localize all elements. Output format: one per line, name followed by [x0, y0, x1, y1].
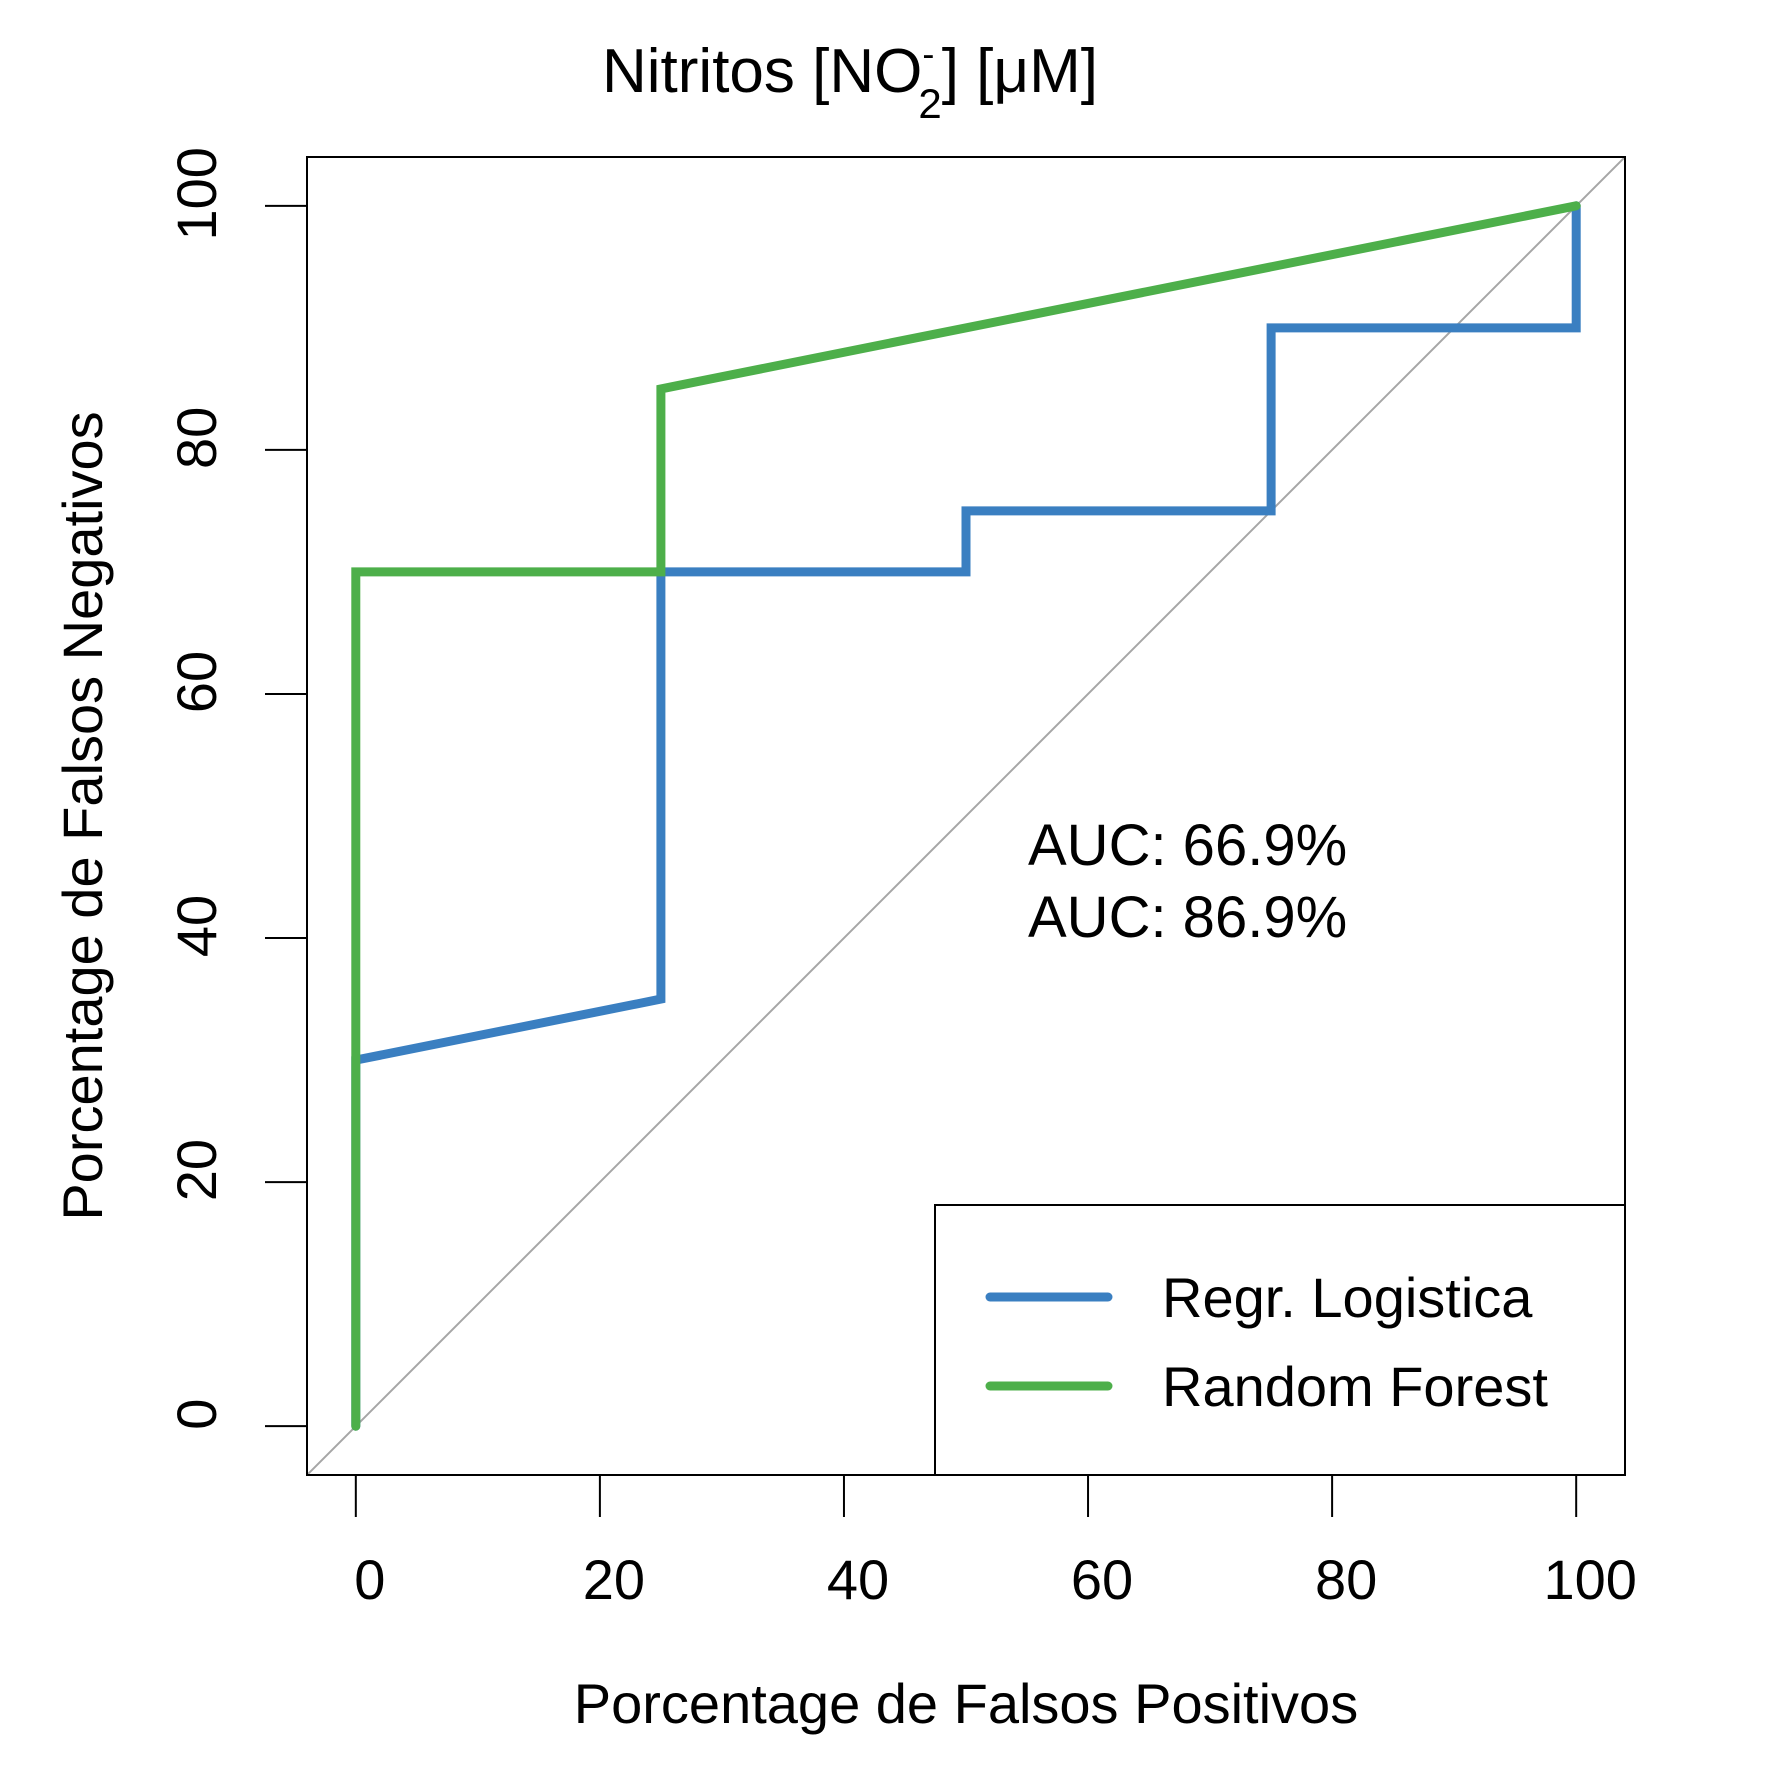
chart-title: Nitritos [NO-2] [μM] [602, 33, 1098, 127]
series-line-regr-logistica [351, 201, 1581, 1431]
x-tick-label: 60 [1071, 1548, 1133, 1611]
x-tick-label: 100 [1543, 1548, 1636, 1611]
series-line-random-forest [351, 201, 1581, 1431]
legend: Regr. Logistica Random Forest [934, 1204, 1626, 1476]
legend-label-random-forest: Random Forest [1162, 1355, 1548, 1418]
diagonal-reference-line [307, 157, 1625, 1475]
x-tick-label: 40 [827, 1548, 889, 1611]
x-tick-label: 0 [354, 1548, 385, 1611]
x-tick-label: 80 [1315, 1548, 1377, 1611]
x-axis-label: Porcentage de Falsos Positivos [574, 1672, 1358, 1735]
y-tick-label: 100 [165, 147, 228, 240]
auc-annotation-regr-logistica: AUC: 66.9% [1028, 813, 1347, 878]
y-tick-label: 20 [165, 1139, 228, 1201]
y-axis-label: Porcentage de Falsos Negativos [51, 411, 114, 1220]
series-layer [351, 201, 1581, 1431]
y-tick-label: 40 [165, 895, 228, 957]
auc-annotation-random-forest: AUC: 86.9% [1028, 885, 1347, 950]
x-tick-label: 20 [583, 1548, 645, 1611]
diagonal-reference-layer [307, 157, 1625, 1475]
y-tick-label: 0 [165, 1399, 228, 1430]
legend-label-regr-logistica: Regr. Logistica [1162, 1266, 1533, 1329]
x-axis: 0 20 40 60 80 100 [354, 1474, 1637, 1611]
legend-box [934, 1204, 1626, 1476]
y-axis: 0 20 40 60 80 100 [165, 147, 308, 1430]
y-tick-label: 60 [165, 651, 228, 713]
y-tick-label: 80 [165, 407, 228, 469]
